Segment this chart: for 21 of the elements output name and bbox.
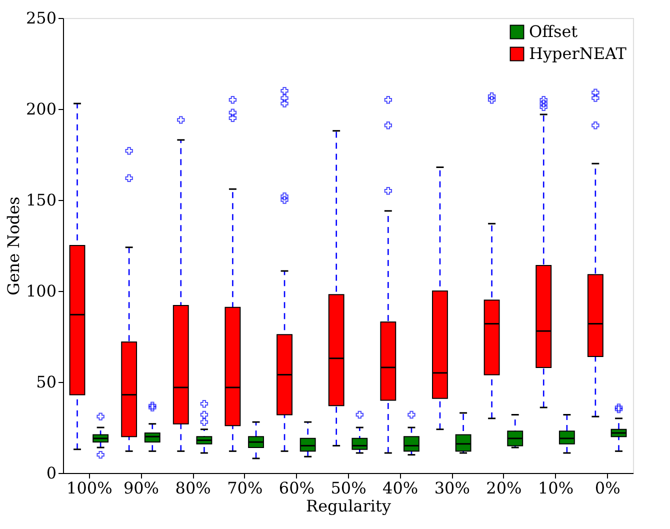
legend-label: HyperNEAT xyxy=(529,44,627,63)
y-tick-label: 200 xyxy=(26,100,56,118)
x-tick-label: 20% xyxy=(486,478,522,498)
y-tick-label: 150 xyxy=(26,190,56,210)
x-tick-label: 0% xyxy=(594,478,620,498)
x-tick-label: 50% xyxy=(330,478,366,498)
y-tick-label: 250 xyxy=(26,8,56,28)
legend-label: Offset xyxy=(529,22,578,41)
y-tick-label: 50 xyxy=(36,372,56,392)
y-tick-label: 0 xyxy=(46,464,56,482)
x-tick-label: 60% xyxy=(278,478,314,498)
x-tick-label: 70% xyxy=(227,478,263,498)
x-tick-label: 10% xyxy=(538,478,574,498)
x-tick-label: 30% xyxy=(434,478,470,498)
x-tick-label: 40% xyxy=(382,478,418,498)
y-axis-title: Gene Nodes xyxy=(4,196,23,296)
y-tick-label: 100 xyxy=(26,282,56,300)
x-tick-label: 100% xyxy=(66,478,112,498)
x-axis-title: Regularity xyxy=(306,496,391,516)
x-tick-label: 80% xyxy=(175,478,211,498)
x-tick-label: 90% xyxy=(123,478,160,498)
